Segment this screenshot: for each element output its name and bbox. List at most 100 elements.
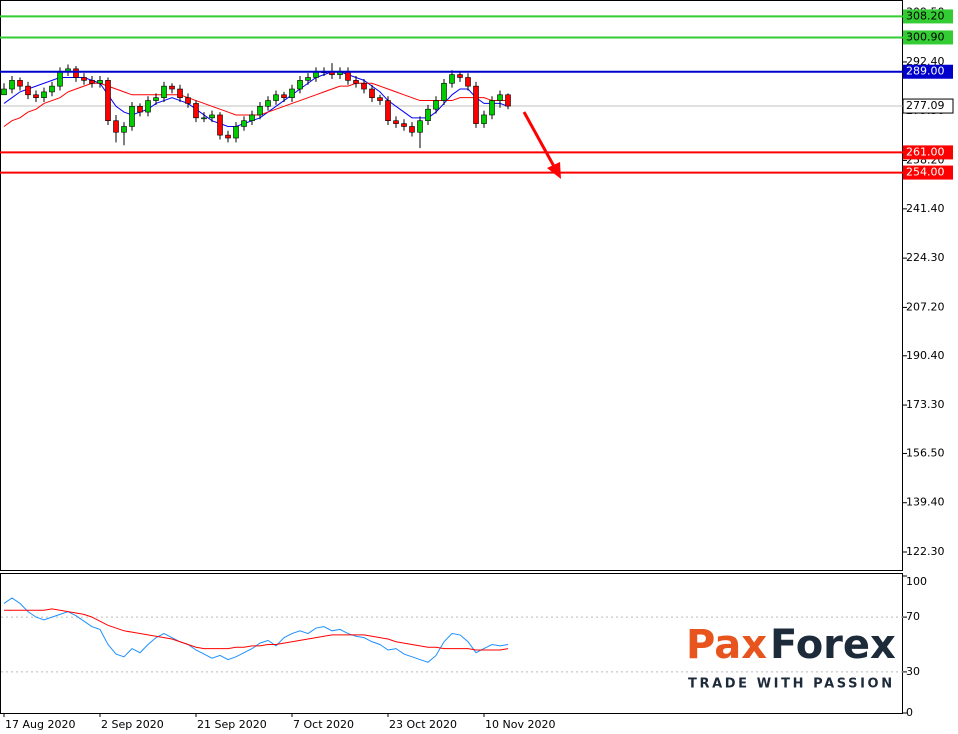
candle-body: [49, 85, 55, 93]
candle-body: [217, 114, 223, 136]
candle-body: [265, 100, 271, 107]
level-label: 289.00: [906, 65, 945, 78]
last-price-label: 277.09: [906, 99, 945, 112]
candle-body: [457, 74, 463, 78]
candle-body: [377, 97, 383, 101]
y-tick-label: 173.30: [906, 398, 945, 411]
candle-body: [169, 85, 175, 90]
candle-body: [473, 85, 479, 124]
candle-body: [201, 117, 207, 120]
candle-body: [425, 108, 431, 122]
candle-body: [137, 106, 143, 113]
y-tick-label: 0: [906, 706, 913, 719]
candle-body: [105, 80, 111, 122]
candle-body: [145, 100, 151, 113]
x-tick-label: 21 Sep 2020: [197, 718, 267, 731]
x-tick-label: 17 Aug 2020: [5, 718, 75, 731]
candle-body: [89, 80, 95, 84]
arrow-head: [547, 162, 561, 179]
candle-body: [441, 82, 447, 101]
candle-body: [393, 120, 399, 124]
level-label-box: [903, 64, 953, 79]
logo-tagline: TRADE WITH PASSION: [688, 677, 895, 692]
line-series: [3, 597, 509, 663]
logo-brand-start: Pax: [686, 622, 767, 668]
candle-body: [129, 106, 135, 127]
candle-body: [193, 103, 199, 119]
candle-body: [17, 80, 23, 87]
candle-body: [153, 97, 159, 101]
candle-body: [25, 85, 31, 96]
candle-body: [97, 80, 103, 84]
x-tick-label: 7 Oct 2020: [293, 718, 354, 731]
y-tick-label: 292.40: [906, 55, 945, 68]
y-tick-label: 207.20: [906, 300, 945, 313]
candle-body: [257, 106, 263, 116]
y-tick-label: 190.40: [906, 349, 945, 362]
candle-body: [161, 85, 167, 98]
main-panel: [0, 0, 903, 571]
candle-body: [57, 71, 63, 87]
candle-body: [417, 120, 423, 133]
line-series: [3, 71, 509, 127]
x-tick-label: 2 Sep 2020: [101, 718, 164, 731]
logo: Pax Forex TRADE WITH PASSION: [686, 622, 896, 692]
candle-body: [489, 100, 495, 116]
candle-body: [33, 94, 39, 98]
logo-brand-end: Forex: [770, 622, 896, 668]
level-label: 308.20: [906, 9, 945, 22]
candle-body: [481, 114, 487, 124]
candle-body: [361, 82, 367, 90]
y-tick-label: 70: [906, 610, 920, 623]
y-tick-label: 100: [906, 575, 927, 588]
candle-body: [121, 126, 127, 133]
level-label: 300.90: [906, 30, 945, 43]
candle-body: [233, 126, 239, 139]
candle-body: [1, 88, 7, 96]
candle-body: [225, 134, 231, 139]
y-tick-label: 30: [906, 665, 920, 678]
candle-body: [81, 77, 87, 81]
last-price-box: [902, 98, 954, 114]
y-tick-label: 156.50: [906, 446, 945, 459]
candle-body: [369, 88, 375, 98]
level-label: 261.00: [906, 145, 945, 158]
y-tick-label: 224.30: [906, 251, 945, 264]
y-tick-label: 139.40: [906, 496, 945, 509]
candle-body: [433, 100, 439, 110]
candle-body: [345, 71, 351, 81]
x-tick-label: 23 Oct 2020: [389, 718, 457, 731]
candle-body: [449, 74, 455, 84]
candle-body: [41, 91, 47, 98]
line-series: [3, 82, 508, 127]
indicator-panel: [0, 573, 903, 714]
candle-body: [73, 68, 79, 78]
candle-body: [113, 120, 119, 133]
level-label: 254.00: [906, 166, 945, 179]
candle-body: [281, 94, 287, 98]
candle-body: [305, 77, 311, 81]
candle-body: [273, 94, 279, 101]
level-label-box: [903, 145, 953, 160]
y-tick-label: 122.30: [906, 545, 945, 558]
candle-body: [297, 80, 303, 90]
candle-body: [497, 94, 503, 101]
candle-body: [465, 77, 471, 87]
candle-body: [401, 123, 407, 127]
line-series: [4, 608, 509, 651]
y-tick-label: 241.40: [906, 202, 945, 215]
candle-body: [353, 80, 359, 84]
level-label-box: [903, 9, 953, 24]
candle-body: [385, 100, 391, 122]
candle-body: [177, 88, 183, 98]
candle-body: [409, 126, 415, 133]
x-tick-label: 10 Nov 2020: [485, 718, 555, 731]
candle-body: [505, 94, 511, 107]
forecast-arrow: [522, 111, 561, 179]
candle-body: [241, 120, 247, 127]
candle-body: [289, 88, 295, 98]
candle-body: [249, 114, 255, 122]
level-label-box: [903, 30, 953, 45]
